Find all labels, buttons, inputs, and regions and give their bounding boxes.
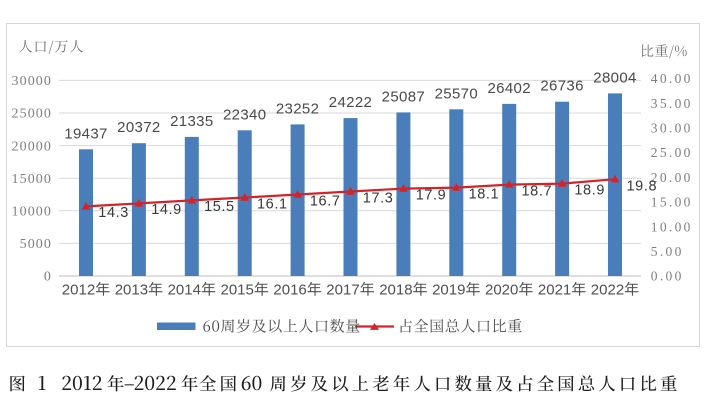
svg-text:18.1: 18.1 [469,186,500,202]
svg-text:5000: 5000 [20,237,52,252]
svg-text:2020: 2020 [485,282,518,299]
svg-text:0: 0 [44,270,52,285]
svg-text:2017: 2017 [326,282,359,299]
svg-text:10.00: 10.00 [651,219,693,234]
svg-text:2014: 2014 [168,282,201,299]
svg-text:17.3: 17.3 [363,190,394,206]
svg-text:25.00: 25.00 [651,145,693,160]
svg-text:10000: 10000 [12,205,53,220]
svg-text:15.00: 15.00 [651,195,693,210]
svg-text:15000: 15000 [12,172,53,187]
svg-text:30000: 30000 [12,74,53,89]
svg-text:2022: 2022 [591,282,624,299]
svg-text:26402: 26402 [487,80,530,97]
svg-text:28004: 28004 [593,69,636,86]
svg-text:15.5: 15.5 [204,199,235,215]
svg-text:2013: 2013 [115,282,148,299]
svg-text:2018: 2018 [379,282,412,299]
svg-text:14.3: 14.3 [98,205,129,221]
svg-text:22340: 22340 [223,106,266,123]
svg-text:30.00: 30.00 [651,121,693,136]
svg-text:23252: 23252 [276,100,319,117]
svg-text:16.1: 16.1 [257,196,288,212]
svg-text:2012: 2012 [62,282,95,299]
svg-text:25087: 25087 [382,88,425,105]
svg-text:0.00: 0.00 [651,269,684,284]
svg-text:24222: 24222 [329,94,372,111]
svg-text:2015: 2015 [221,282,254,299]
svg-text:18.7: 18.7 [521,183,552,199]
svg-text:21335: 21335 [170,113,213,130]
svg-text:5.00: 5.00 [651,244,684,259]
svg-text:20.00: 20.00 [651,170,693,185]
svg-text:2021: 2021 [538,282,571,299]
svg-text:20372: 20372 [117,119,160,136]
svg-text:19437: 19437 [64,125,107,142]
svg-text:16.7: 16.7 [310,193,341,209]
svg-text:19.8: 19.8 [627,178,658,194]
svg-text:17.9: 17.9 [416,187,447,203]
svg-text:35.00: 35.00 [651,96,693,111]
svg-text:20000: 20000 [12,139,53,154]
svg-text:26736: 26736 [540,78,583,95]
svg-text:40.00: 40.00 [651,71,693,86]
svg-text:25570: 25570 [435,85,478,102]
svg-text:2016: 2016 [273,282,306,299]
svg-text:14.9: 14.9 [151,202,182,218]
svg-text:2019: 2019 [432,282,465,299]
svg-text:25000: 25000 [12,107,53,122]
svg-text:18.9: 18.9 [574,182,605,198]
